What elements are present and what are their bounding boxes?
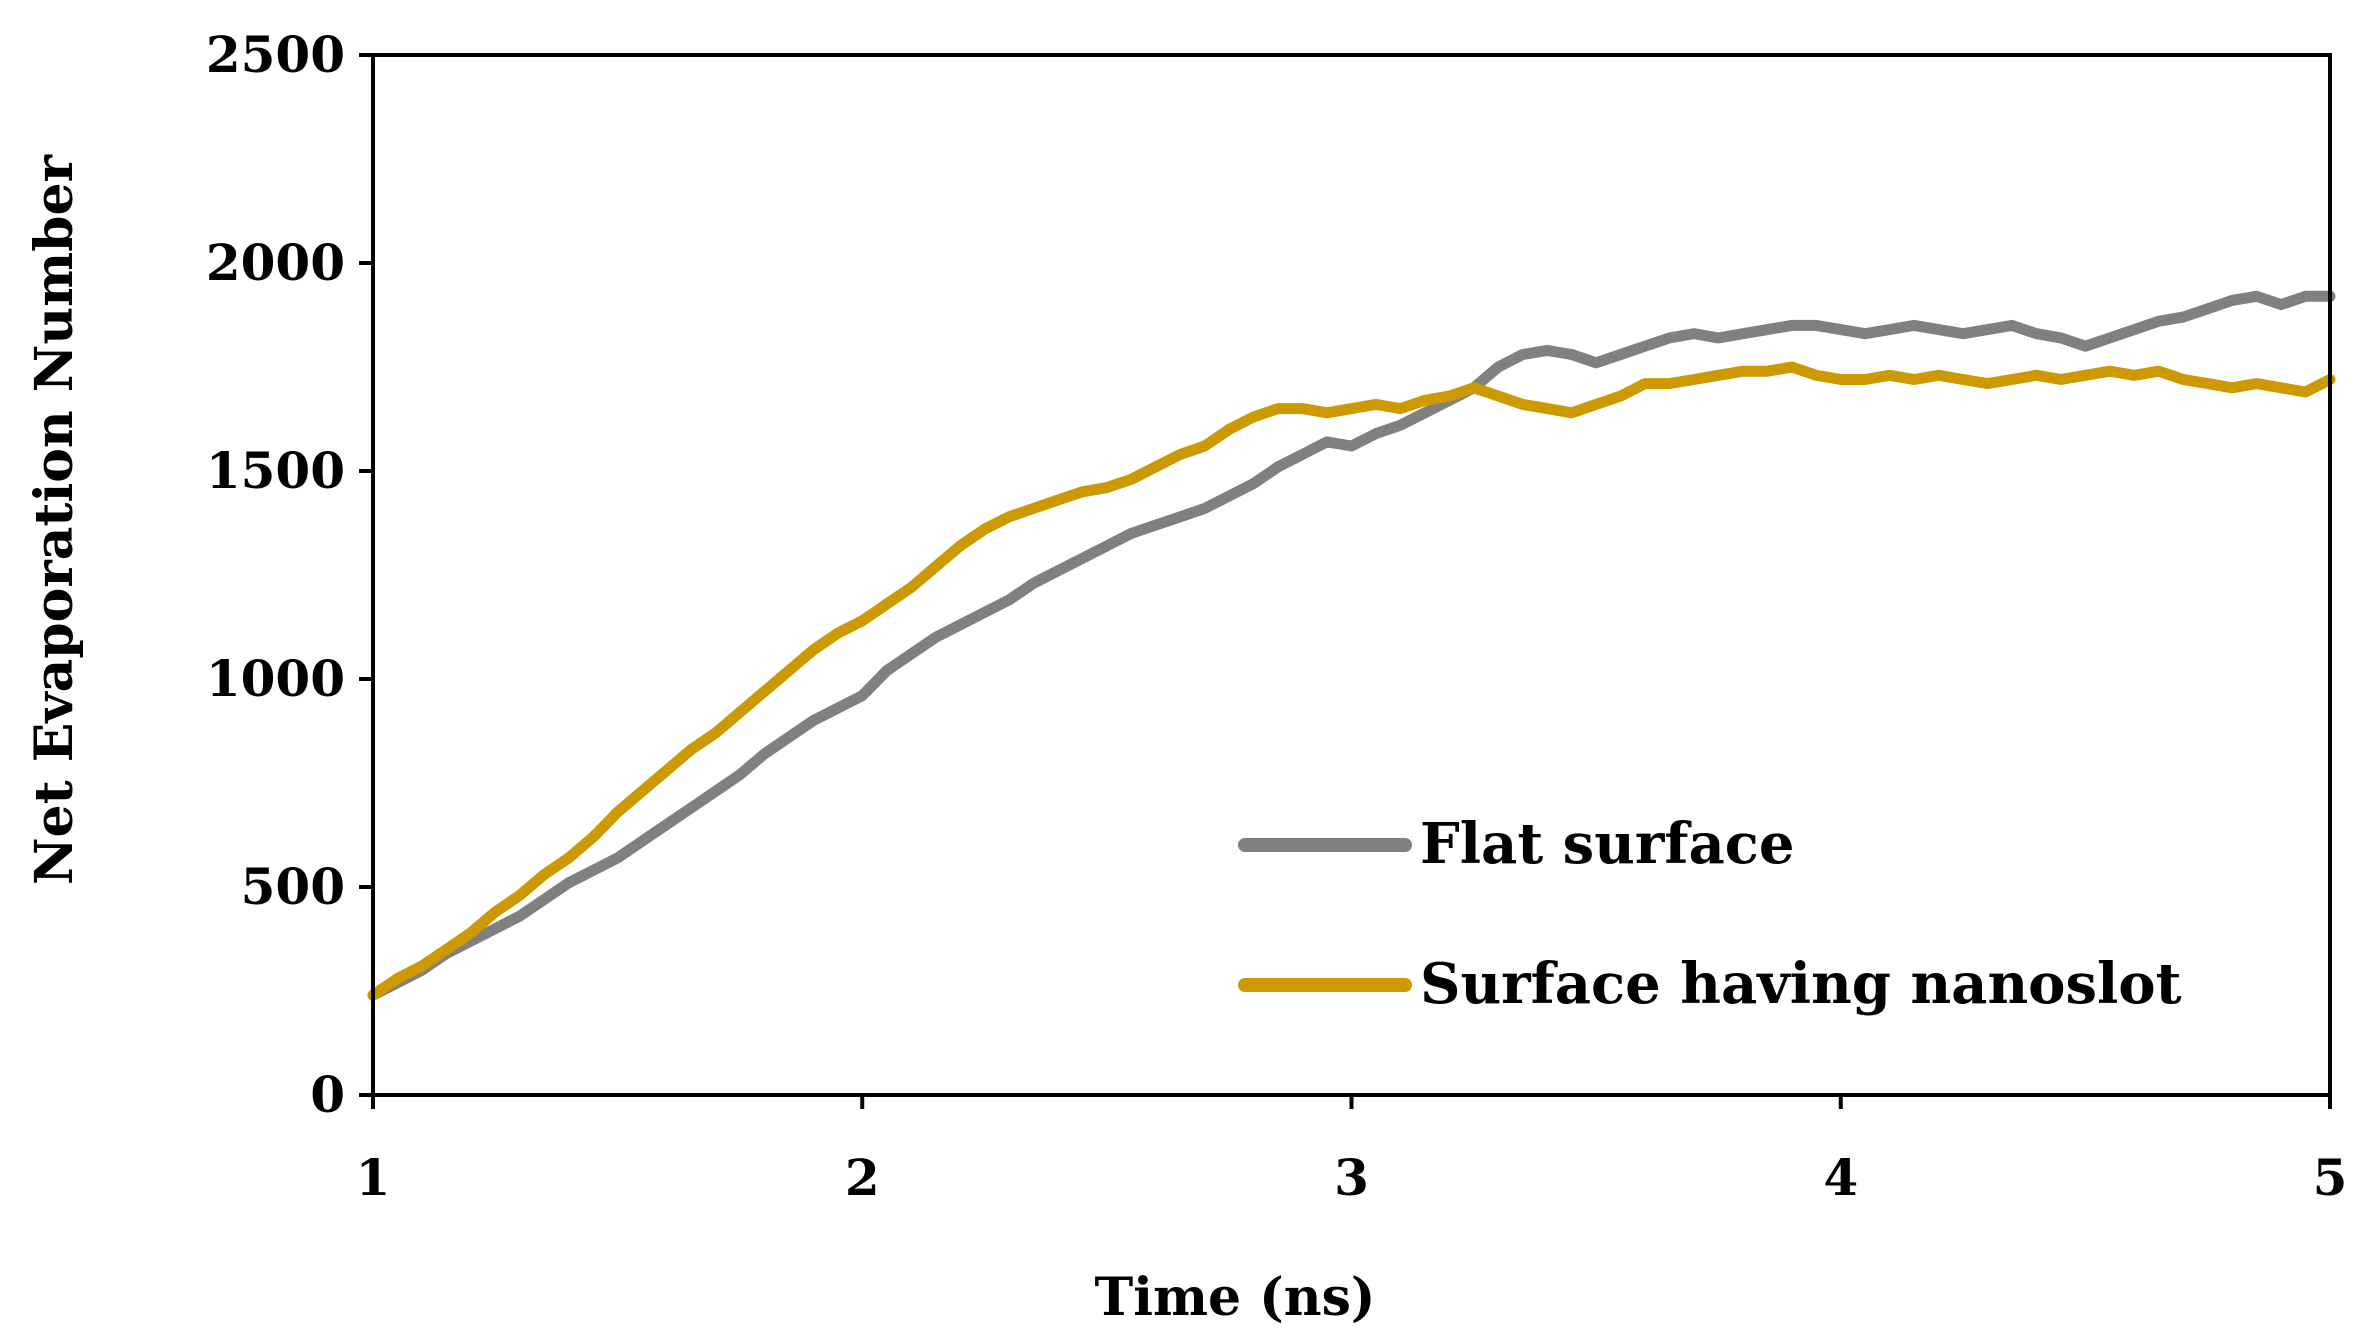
x-tick-label: 5 <box>2313 1148 2348 1207</box>
series-line-flat-surface <box>367 290 2336 1001</box>
y-axis-ticks: 0 500 1000 1500 2000 2500 <box>206 25 373 1124</box>
x-tick-label: 2 <box>845 1148 880 1207</box>
y-tick-label: 2000 <box>206 233 345 292</box>
y-axis-title: Net Evaporation Number <box>24 154 85 885</box>
y-tick-label: 1500 <box>206 441 345 500</box>
x-axis-title: Time (ns) <box>1095 1267 1376 1328</box>
y-tick-label: 500 <box>241 857 345 916</box>
y-tick-label: 2500 <box>206 25 345 84</box>
series-layer <box>367 290 2336 1001</box>
x-tick-label: 3 <box>1334 1148 1369 1207</box>
x-axis-ticks: 1 2 3 4 5 <box>356 1095 2348 1207</box>
y-tick-label: 1000 <box>206 649 345 708</box>
x-tick-label: 1 <box>356 1148 391 1207</box>
legend: Flat surface Surface having nanoslot <box>1238 811 2182 1017</box>
x-tick-label: 4 <box>1823 1148 1858 1207</box>
series-line-nanoslot-surface <box>367 361 2336 1001</box>
y-tick-label: 0 <box>310 1065 345 1124</box>
legend-label-flat-surface: Flat surface <box>1420 811 1795 877</box>
legend-label-nanoslot-surface: Surface having nanoslot <box>1420 951 2182 1017</box>
